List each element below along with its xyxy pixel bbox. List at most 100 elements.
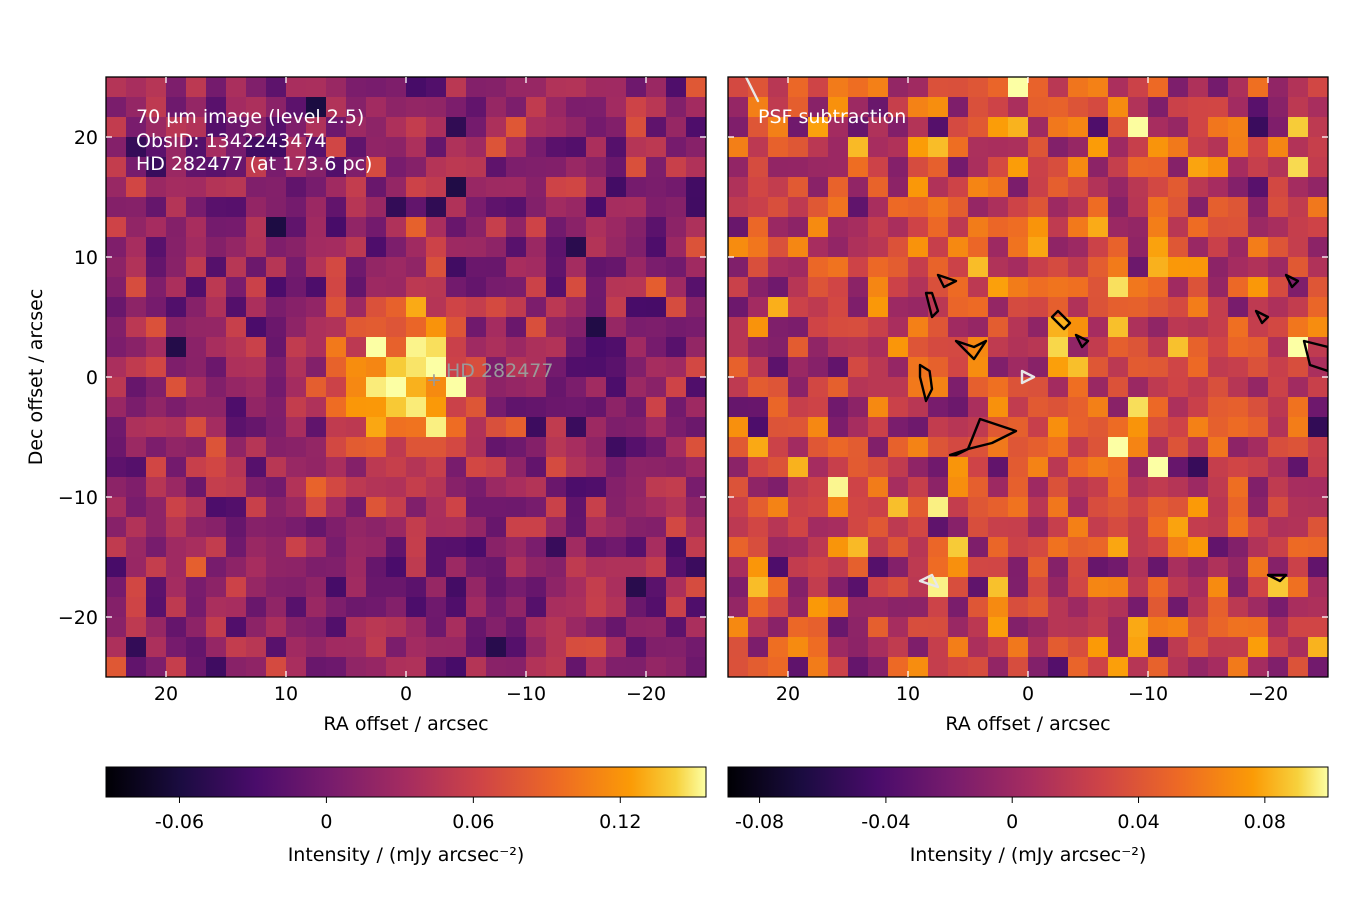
heatmap-cell [1048,217,1069,238]
heatmap-cell [1028,457,1049,478]
heatmap-cell [888,657,909,677]
heatmap-cell [1148,197,1169,218]
heatmap-cell [1268,497,1289,518]
heatmap-cell [1308,477,1328,498]
heatmap-cell [908,417,929,438]
heatmap-cell [1068,657,1089,677]
heatmap-cell [788,657,809,677]
heatmap-cell [1208,217,1229,238]
heatmap-cell [788,237,809,258]
heatmap-cell [768,237,789,258]
heatmap-cell [1008,497,1029,518]
heatmap-cell [728,457,749,478]
heatmap-cell [266,117,287,138]
heatmap-cell [686,477,706,498]
heatmap-cell [1068,397,1089,418]
heatmap-cell [126,597,147,618]
heatmap-cell [828,297,849,318]
heatmap-cell [366,337,387,358]
heatmap-cell [686,217,706,238]
heatmap-cell [1048,277,1069,298]
heatmap-cell [868,477,889,498]
heatmap-cell [1068,97,1089,118]
heatmap-cell [1148,597,1169,618]
heatmap-cell [1188,197,1209,218]
heatmap-cell [426,337,447,358]
heatmap-cell [748,137,769,158]
heatmap-cell [1248,577,1269,598]
x-tick-label: 20 [776,683,800,705]
heatmap-cell [146,117,167,138]
heatmap-cell [526,217,547,238]
heatmap-cell [246,337,267,358]
heatmap-cell [848,417,869,438]
heatmap-cell [768,157,789,178]
heatmap-cell [486,637,507,658]
heatmap-cell [1208,77,1229,98]
heatmap-cell [1168,477,1189,498]
heatmap-cell [306,77,327,98]
heatmap-cell [808,597,829,618]
heatmap-cell [1188,117,1209,138]
heatmap-cell [1008,557,1029,578]
heatmap-cell [988,397,1009,418]
heatmap-cell [1208,97,1229,118]
heatmap-cell [1128,257,1149,278]
heatmap-cell [126,317,147,338]
heatmap-cell [928,557,949,578]
heatmap-cell [226,257,247,278]
heatmap-cell [246,157,267,178]
heatmap-cell [586,537,607,558]
heatmap-cell [1248,397,1269,418]
heatmap-cell [928,297,949,318]
heatmap-cell [1068,77,1089,98]
heatmap-cell [1048,237,1069,258]
heatmap-cell [386,437,407,458]
heatmap-cell [146,577,167,598]
heatmap-cell [446,617,467,638]
heatmap-cell [406,637,427,658]
heatmap-cell [728,437,749,458]
heatmap-cell [1008,637,1029,658]
heatmap-cell [868,157,889,178]
heatmap-cell [908,637,929,658]
heatmap-cell [1048,657,1069,677]
heatmap-cell [626,477,647,498]
heatmap-cell [506,97,527,118]
heatmap-cell [366,257,387,278]
heatmap-cell [266,637,287,658]
heatmap-cell [646,417,667,438]
heatmap-cell [1048,417,1069,438]
heatmap-cell [626,417,647,438]
heatmap-cell [728,277,749,298]
heatmap-cell [506,577,527,598]
heatmap-cell [266,597,287,618]
heatmap-cell [908,397,929,418]
heatmap-cell [1288,237,1309,258]
heatmap-cell [1308,397,1328,418]
heatmap-cell [1068,117,1089,138]
heatmap-cell [566,537,587,558]
heatmap-cell [888,117,909,138]
heatmap-cell [606,257,627,278]
heatmap-cell [486,77,507,98]
heatmap-cell [406,217,427,238]
heatmap-cell [646,177,667,198]
heatmap-cell [968,197,989,218]
heatmap-cell [1108,257,1129,278]
heatmap-cell [346,317,367,338]
heatmap-cell [928,417,949,438]
heatmap-cell [1008,617,1029,638]
heatmap-cell [1228,97,1249,118]
heatmap-cell [1208,537,1229,558]
heatmap-cell [1008,517,1029,538]
heatmap-cell [686,137,706,158]
heatmap-cell [406,277,427,298]
heatmap-cell [206,137,227,158]
heatmap-cell [426,217,447,238]
heatmap-cell [506,637,527,658]
heatmap-cell [666,257,687,278]
heatmap-cell [768,537,789,558]
heatmap-cell [728,597,749,618]
heatmap-cell [186,217,207,238]
